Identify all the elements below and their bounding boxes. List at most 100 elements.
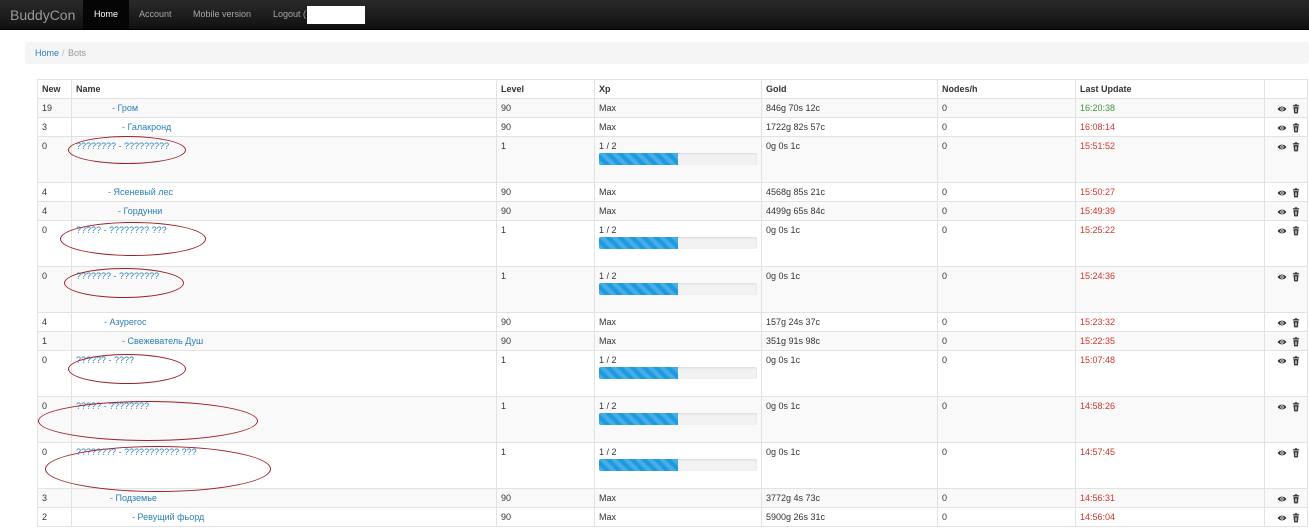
eye-icon[interactable] bbox=[1277, 356, 1287, 366]
bot-name-link[interactable]: - Гром bbox=[112, 103, 139, 113]
xp-text: 1 / 2 bbox=[599, 225, 617, 235]
eye-icon[interactable] bbox=[1277, 318, 1287, 328]
nav-account[interactable]: Account bbox=[139, 9, 172, 19]
trash-icon[interactable] bbox=[1291, 226, 1301, 236]
cell-name: - Ясеневый лес bbox=[71, 182, 497, 202]
brand-logo[interactable]: BuddyCon bbox=[10, 7, 76, 23]
last-update-time: 15:25:22 bbox=[1080, 225, 1116, 235]
cell-last-update: 15:25:22 bbox=[1075, 220, 1265, 267]
cell-nodes: 0 bbox=[937, 182, 1076, 202]
bot-name-link[interactable]: ???????? - ??????????? ??? bbox=[76, 447, 197, 457]
cell-new: 1 bbox=[37, 331, 72, 351]
xp-progress-fill bbox=[599, 367, 678, 379]
eye-icon[interactable] bbox=[1277, 104, 1287, 114]
cell-level: 1 bbox=[496, 350, 595, 397]
nav-home[interactable]: Home bbox=[83, 0, 130, 29]
cell-name: ????? - ???????? bbox=[71, 396, 497, 443]
trash-icon[interactable] bbox=[1291, 188, 1301, 198]
table-row: 0????? - ???????? ??? 1 1 / 2 0g 0s 1c 0 15:2… bbox=[37, 220, 1308, 267]
cell-name: - Подземье bbox=[71, 488, 497, 508]
table-row: 0 ???????? - ??????????? ??? 1 1 / 2 0g 0s 1… bbox=[37, 442, 1308, 489]
bot-name-link[interactable]: - Ревущий фьорд bbox=[132, 512, 205, 522]
trash-icon[interactable] bbox=[1291, 272, 1301, 282]
header-last-update: Last Update bbox=[1075, 79, 1265, 99]
eye-icon[interactable] bbox=[1277, 448, 1287, 458]
bot-name-link[interactable]: ??????? - ???????? bbox=[76, 271, 160, 281]
table-row: 4 - Гордунни 90 Max 4499g 65s 84c 0 15:49:39 bbox=[37, 201, 1308, 221]
table-header-row: New Name Level Xp Gold Nodes/h Last Upda… bbox=[37, 79, 1308, 99]
xp-progress-bar bbox=[599, 367, 757, 379]
bot-name-link[interactable]: - Ясеневый лес bbox=[108, 187, 174, 197]
cell-xp: 1 / 2 bbox=[594, 396, 762, 443]
cell-xp: Max bbox=[594, 98, 762, 118]
last-update-time: 15:50:27 bbox=[1080, 187, 1116, 197]
bot-name-link[interactable]: ?????? - ???? bbox=[76, 355, 135, 365]
cell-xp: 1 / 2 bbox=[594, 220, 762, 267]
cell-last-update: 16:20:38 bbox=[1075, 98, 1265, 118]
bot-name-link[interactable]: - Галакронд bbox=[122, 122, 172, 132]
table-row: 0???????? - ????????? 1 1 / 2 0g 0s 1c 0 15:5… bbox=[37, 136, 1308, 183]
xp-text: Max bbox=[599, 336, 617, 346]
cell-actions bbox=[1264, 98, 1308, 118]
cell-xp: Max bbox=[594, 201, 762, 221]
trash-icon[interactable] bbox=[1291, 123, 1301, 133]
trash-icon[interactable] bbox=[1291, 513, 1301, 523]
nav-logout[interactable]: Logout ( bbox=[273, 9, 307, 19]
table-row: 2 - Ревущий фьорд 90 Max 5900g 26s 31c 0 14:56… bbox=[37, 507, 1308, 527]
breadcrumb-home[interactable]: Home bbox=[35, 48, 60, 58]
last-update-time: 15:51:52 bbox=[1080, 141, 1116, 151]
bot-name-link[interactable]: - Подземье bbox=[110, 493, 157, 503]
nav-mobile-version[interactable]: Mobile version bbox=[193, 9, 252, 19]
eye-icon[interactable] bbox=[1277, 402, 1287, 412]
cell-name: ????? - ???????? ??? bbox=[71, 220, 497, 267]
bot-name-link[interactable]: - Гордунни bbox=[118, 206, 163, 216]
cell-actions bbox=[1264, 350, 1308, 397]
bot-name-link[interactable]: ???????? - ????????? bbox=[76, 141, 170, 151]
trash-icon[interactable] bbox=[1291, 448, 1301, 458]
cell-last-update: 16:08:14 bbox=[1075, 117, 1265, 137]
trash-icon[interactable] bbox=[1291, 356, 1301, 366]
cell-gold: 0g 0s 1c bbox=[761, 266, 938, 313]
cell-nodes: 0 bbox=[937, 117, 1076, 137]
eye-icon[interactable] bbox=[1277, 188, 1287, 198]
eye-icon[interactable] bbox=[1277, 494, 1287, 504]
trash-icon[interactable] bbox=[1291, 402, 1301, 412]
xp-progress-bar bbox=[599, 283, 757, 295]
trash-icon[interactable] bbox=[1291, 142, 1301, 152]
eye-icon[interactable] bbox=[1277, 142, 1287, 152]
cell-xp: Max bbox=[594, 331, 762, 351]
redacted-username bbox=[307, 6, 365, 24]
eye-icon[interactable] bbox=[1277, 226, 1287, 236]
cell-last-update: 15:23:32 bbox=[1075, 312, 1265, 332]
table-row: 3 - Галакронд 90 Max 1722g 82s 57c 0 16:08:14 bbox=[37, 117, 1308, 137]
last-update-time: 16:20:38 bbox=[1080, 103, 1116, 113]
bots-table: New Name Level Xp Gold Nodes/h Last Upda… bbox=[37, 79, 1308, 527]
xp-progress-fill bbox=[599, 153, 678, 165]
table-row: 0??????? - ???????? 1 1 / 2 0g 0s 1c 0 15:24:… bbox=[37, 266, 1308, 313]
cell-gold: 0g 0s 1c bbox=[761, 350, 938, 397]
bot-name-link[interactable]: - Азурегос bbox=[104, 317, 147, 327]
cell-level: 90 bbox=[496, 98, 595, 118]
eye-icon[interactable] bbox=[1277, 513, 1287, 523]
xp-progress-bar bbox=[599, 237, 757, 249]
bot-name-link[interactable]: ????? - ???????? bbox=[76, 401, 150, 411]
eye-icon[interactable] bbox=[1277, 272, 1287, 282]
trash-icon[interactable] bbox=[1291, 104, 1301, 114]
bot-name-link[interactable]: - Свежеватель Душ bbox=[122, 336, 204, 346]
bot-name-link[interactable]: ????? - ???????? ??? bbox=[76, 225, 167, 235]
trash-icon[interactable] bbox=[1291, 207, 1301, 217]
xp-text: Max bbox=[599, 103, 617, 113]
trash-icon[interactable] bbox=[1291, 494, 1301, 504]
trash-icon[interactable] bbox=[1291, 337, 1301, 347]
cell-nodes: 0 bbox=[937, 442, 1076, 489]
cell-new: 0 bbox=[37, 266, 72, 313]
cell-gold: 1722g 82s 57c bbox=[761, 117, 938, 137]
xp-progress-fill bbox=[599, 237, 678, 249]
trash-icon[interactable] bbox=[1291, 318, 1301, 328]
header-nodes: Nodes/h bbox=[937, 79, 1076, 99]
breadcrumb-separator: / bbox=[62, 48, 65, 58]
eye-icon[interactable] bbox=[1277, 337, 1287, 347]
eye-icon[interactable] bbox=[1277, 123, 1287, 133]
last-update-time: 15:24:36 bbox=[1080, 271, 1116, 281]
eye-icon[interactable] bbox=[1277, 207, 1287, 217]
